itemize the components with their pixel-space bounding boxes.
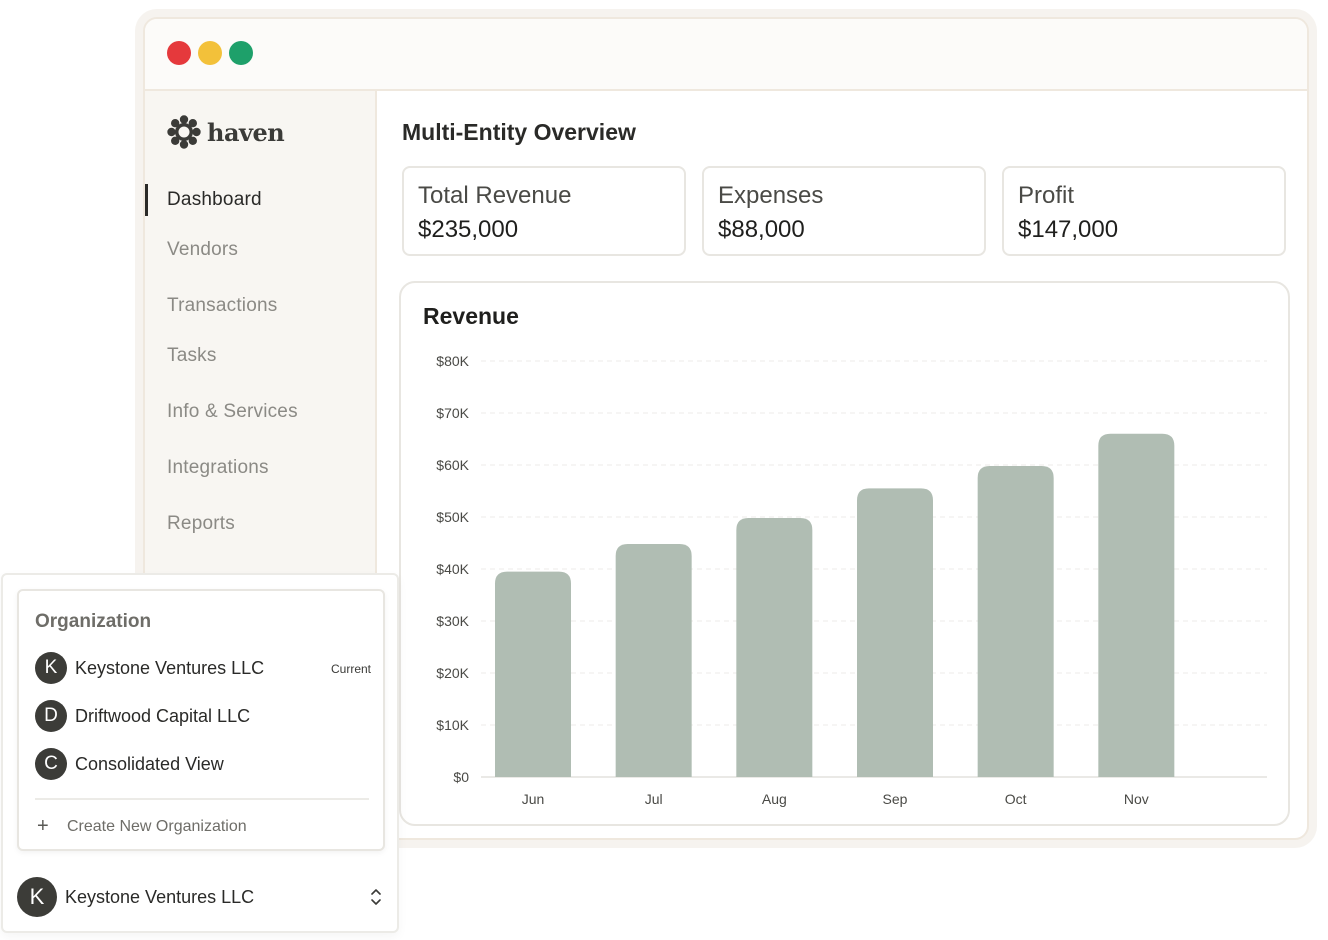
x-tick-label: Nov [1124,791,1149,807]
bar-sep[interactable] [857,488,933,777]
kpi-value: $235,000 [418,216,519,243]
flower-logo-icon [167,115,201,149]
organization-menu: Organization K Keystone Ventures LLC Cur… [17,589,385,851]
sidebar-item-integrations[interactable]: Integrations [167,457,269,478]
minimize-window-button[interactable] [198,41,222,65]
organization-selector[interactable]: K Keystone Ventures LLC [17,875,385,919]
y-tick-label: $10K [436,717,469,733]
y-tick-label: $30K [436,613,469,629]
current-badge: Current [330,662,371,676]
selected-organization-name: Keystone Ventures LLC [65,887,255,907]
sidebar-item-transactions[interactable]: Transactions [167,295,278,316]
x-tick-label: Jul [645,791,663,807]
sidebar-item-vendors[interactable]: Vendors [167,239,239,260]
bar-jul[interactable] [615,544,692,777]
bar-aug[interactable] [736,518,813,777]
y-tick-label: $70K [436,405,469,421]
org-name: Consolidated View [75,754,224,774]
bar-jun[interactable] [495,571,571,777]
organization-panel: Organization K Keystone Ventures LLC Cur… [1,573,399,933]
brand-name: haven [207,117,285,147]
chevron-up-down-icon [371,889,381,905]
organization-menu-heading: Organization [35,611,152,632]
kpi-label: Profit [1018,182,1075,209]
org-item-keystone[interactable]: K Keystone Ventures LLC Current [35,652,371,686]
page-title: Multi-Entity Overview [402,119,636,145]
y-tick-label: $40K [436,561,469,577]
close-window-button[interactable] [167,41,191,65]
y-tick-label: $80K [436,353,469,369]
brand-logo[interactable]: haven [167,115,285,149]
x-tick-label: Sep [883,791,908,807]
active-nav-indicator [145,184,148,216]
window-titlebar [145,19,1307,91]
bar-oct[interactable] [977,466,1054,777]
org-name: Driftwood Capital LLC [75,706,251,726]
menu-divider [35,798,369,800]
kpi-value: $147,000 [1018,216,1119,243]
org-item-consolidated[interactable]: C Consolidated View [35,748,371,782]
chart-title: Revenue [423,303,519,329]
kpi-card-profit: Profit $147,000 [1002,166,1286,256]
sidebar-item-dashboard[interactable]: Dashboard [167,189,262,210]
sidebar-item-info-services[interactable]: Info & Services [167,401,298,422]
x-tick-label: Oct [1005,791,1027,807]
maximize-window-button[interactable] [229,41,253,65]
avatar: C [35,748,67,780]
kpi-label: Expenses [718,182,824,209]
avatar: K [35,652,67,684]
y-tick-label: $60K [436,457,469,473]
kpi-label: Total Revenue [418,182,572,209]
create-organization-label: Create New Organization [67,818,247,835]
x-tick-label: Aug [762,791,787,807]
org-item-driftwood[interactable]: D Driftwood Capital LLC [35,700,371,734]
revenue-chart-card: Revenue $0 $10K $20K $30K $40K $50K $60K $70K $8… [399,281,1290,826]
bar-nov[interactable] [1098,433,1175,777]
sidebar-item-tasks[interactable]: Tasks [167,345,217,366]
y-tick-label: $0 [453,769,469,785]
y-tick-label: $20K [436,665,469,681]
kpi-value: $88,000 [718,216,805,243]
revenue-bar-chart: $0 $10K $20K $30K $40K $50K $60K $70K $80K Jun Jul… [436,353,1267,807]
y-tick-label: $50K [436,509,469,525]
kpi-card-expenses: Expenses $88,000 [702,166,986,256]
avatar: K [17,877,57,917]
x-tick-label: Jun [522,791,545,807]
plus-icon: + [37,815,49,837]
avatar: D [35,700,67,732]
sidebar-item-reports[interactable]: Reports [167,513,235,534]
org-name: Keystone Ventures LLC [75,658,265,678]
kpi-card-total-revenue: Total Revenue $235,000 [402,166,686,256]
